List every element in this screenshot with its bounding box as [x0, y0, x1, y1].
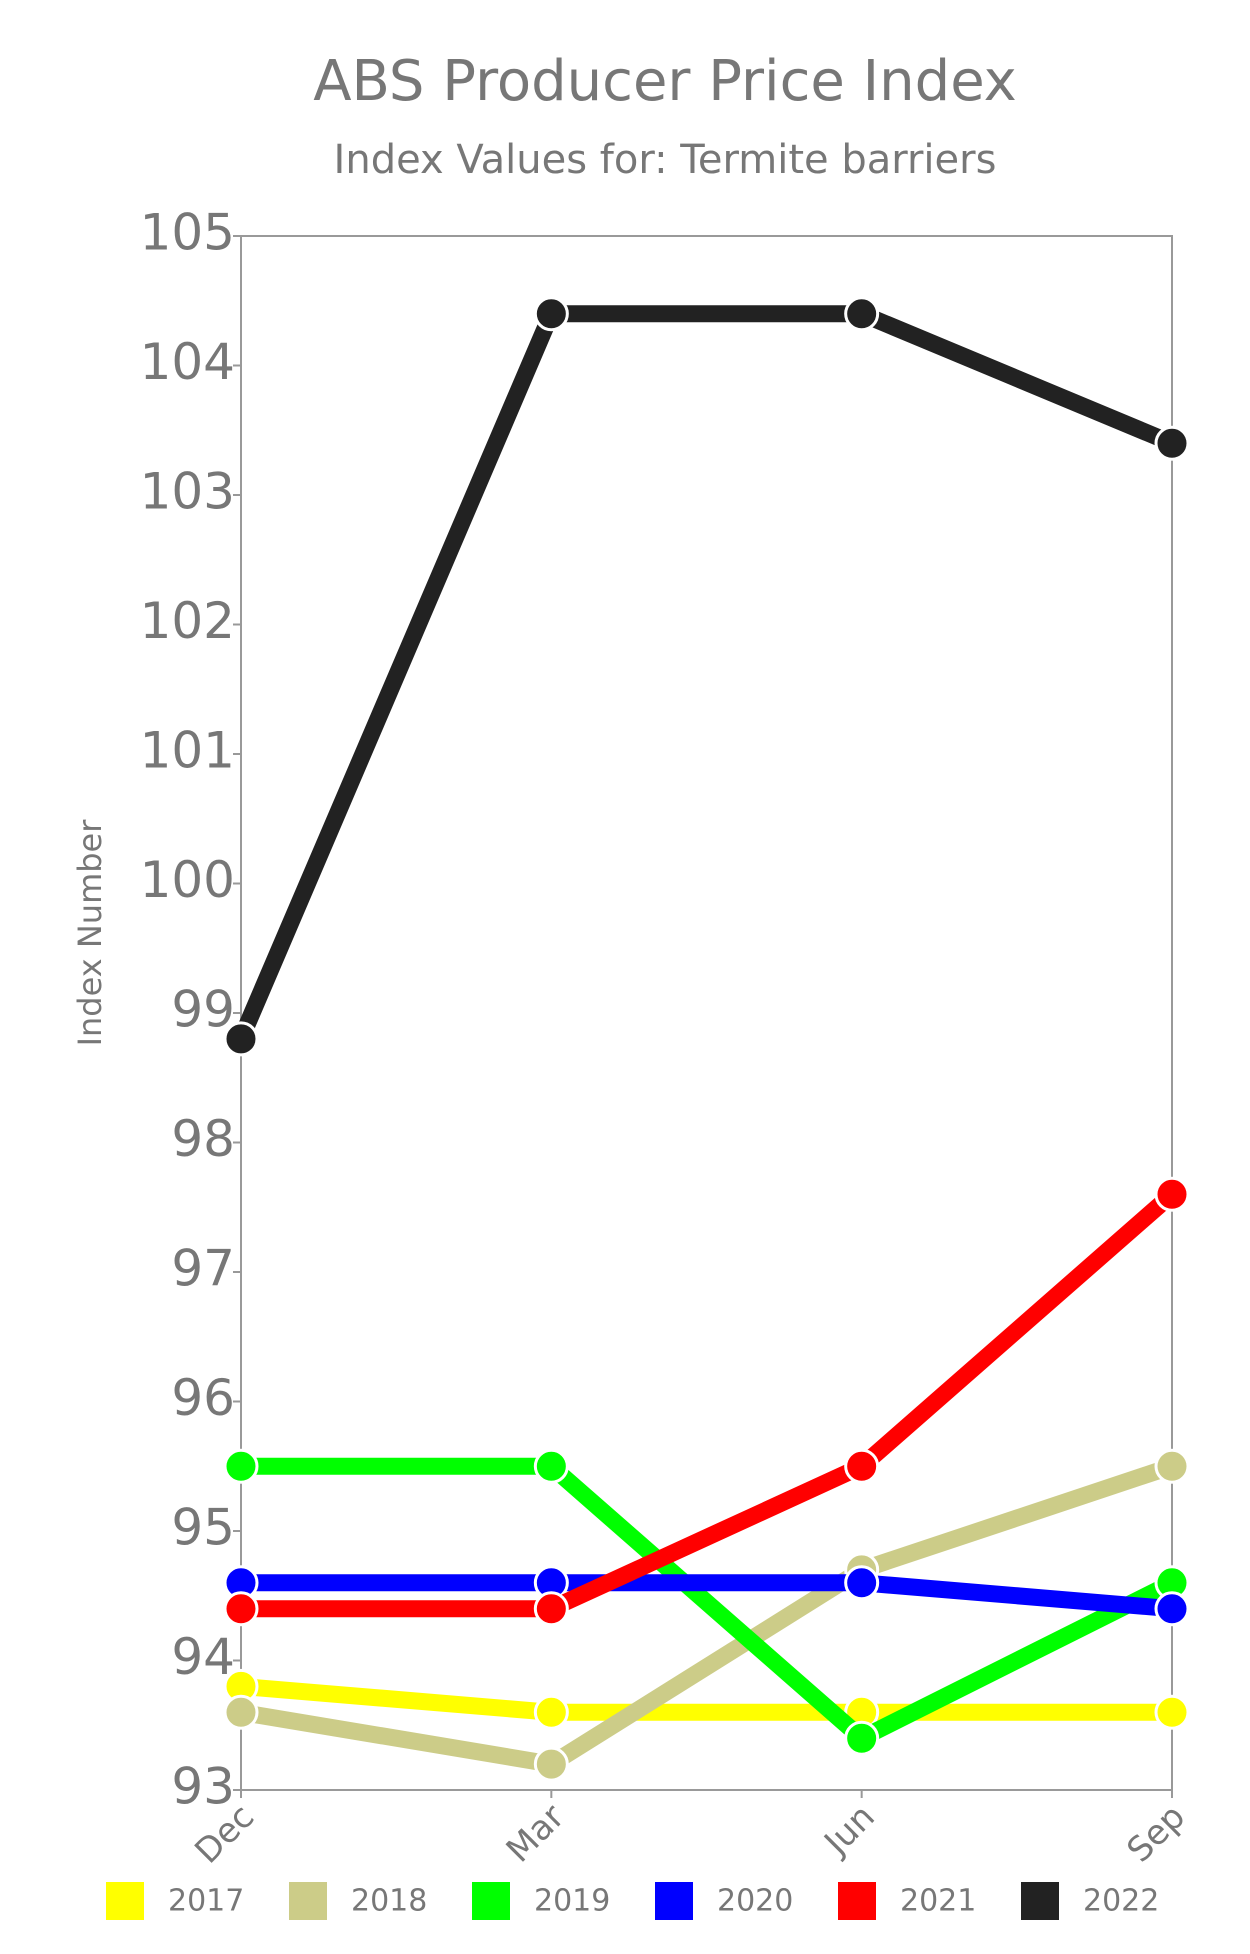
chart-subtitle: Index Values for: Termite barriers: [334, 137, 997, 183]
point: [844, 296, 880, 332]
y-tick-label: 102: [140, 592, 235, 650]
point: [223, 1448, 259, 1484]
series-line: [233, 305, 1176, 1043]
series-line: [241, 1187, 1178, 1618]
y-tick-label: 94: [171, 1628, 235, 1686]
y-axis-label: Index Number: [71, 819, 109, 1047]
point: [844, 1720, 880, 1756]
legend-swatch: [838, 1882, 876, 1920]
legend-swatch: [289, 1882, 327, 1920]
legend-label: 2018: [351, 1884, 427, 1919]
y-tick-label: 95: [171, 1499, 235, 1557]
y-tick-label: 97: [171, 1240, 235, 1298]
point: [533, 1746, 569, 1782]
legend-label: 2017: [168, 1884, 244, 1919]
series-line: [240, 1677, 1172, 1721]
y-tick-label: 105: [140, 204, 235, 262]
point: [533, 1591, 569, 1627]
series-line: [239, 1458, 1175, 1773]
point: [1154, 1176, 1190, 1212]
series-line: [241, 1457, 1176, 1747]
legend-label: 2019: [534, 1884, 610, 1919]
point: [1154, 425, 1190, 461]
legend-label: 2021: [900, 1884, 976, 1919]
y-tick-label: 98: [171, 1110, 235, 1168]
legend-label: 2022: [1083, 1884, 1159, 1919]
legend-swatch: [472, 1882, 510, 1920]
y-tick-label: 104: [140, 333, 235, 391]
y-tick-label: 103: [140, 463, 235, 521]
point: [844, 1565, 880, 1601]
plot-frame: [240, 235, 1173, 1791]
x-tick-label: Mar: [499, 1797, 573, 1871]
x-tick-label: Sep: [1119, 1797, 1193, 1871]
point: [1154, 1448, 1190, 1484]
y-tick-label: 101: [140, 722, 235, 780]
point: [844, 1448, 880, 1484]
point: [223, 1591, 259, 1627]
legend-swatch: [106, 1882, 144, 1920]
point: [223, 1021, 259, 1057]
point: [533, 296, 569, 332]
point: [1154, 1694, 1190, 1730]
y-tick-label: 100: [140, 851, 235, 909]
chart-title: ABS Producer Price Index: [313, 49, 1017, 114]
legend-swatch: [655, 1882, 693, 1920]
legend-label: 2020: [717, 1884, 793, 1919]
point: [223, 1694, 259, 1730]
point: [533, 1448, 569, 1484]
y-tick-label: 93: [171, 1758, 235, 1816]
y-tick-label: 99: [171, 981, 235, 1039]
x-tick-label: Jun: [815, 1797, 882, 1864]
y-tick-label: 96: [171, 1369, 235, 1427]
point: [533, 1694, 569, 1730]
point: [1154, 1591, 1190, 1627]
legend-swatch: [1021, 1882, 1059, 1920]
series-line: [241, 1574, 1173, 1618]
